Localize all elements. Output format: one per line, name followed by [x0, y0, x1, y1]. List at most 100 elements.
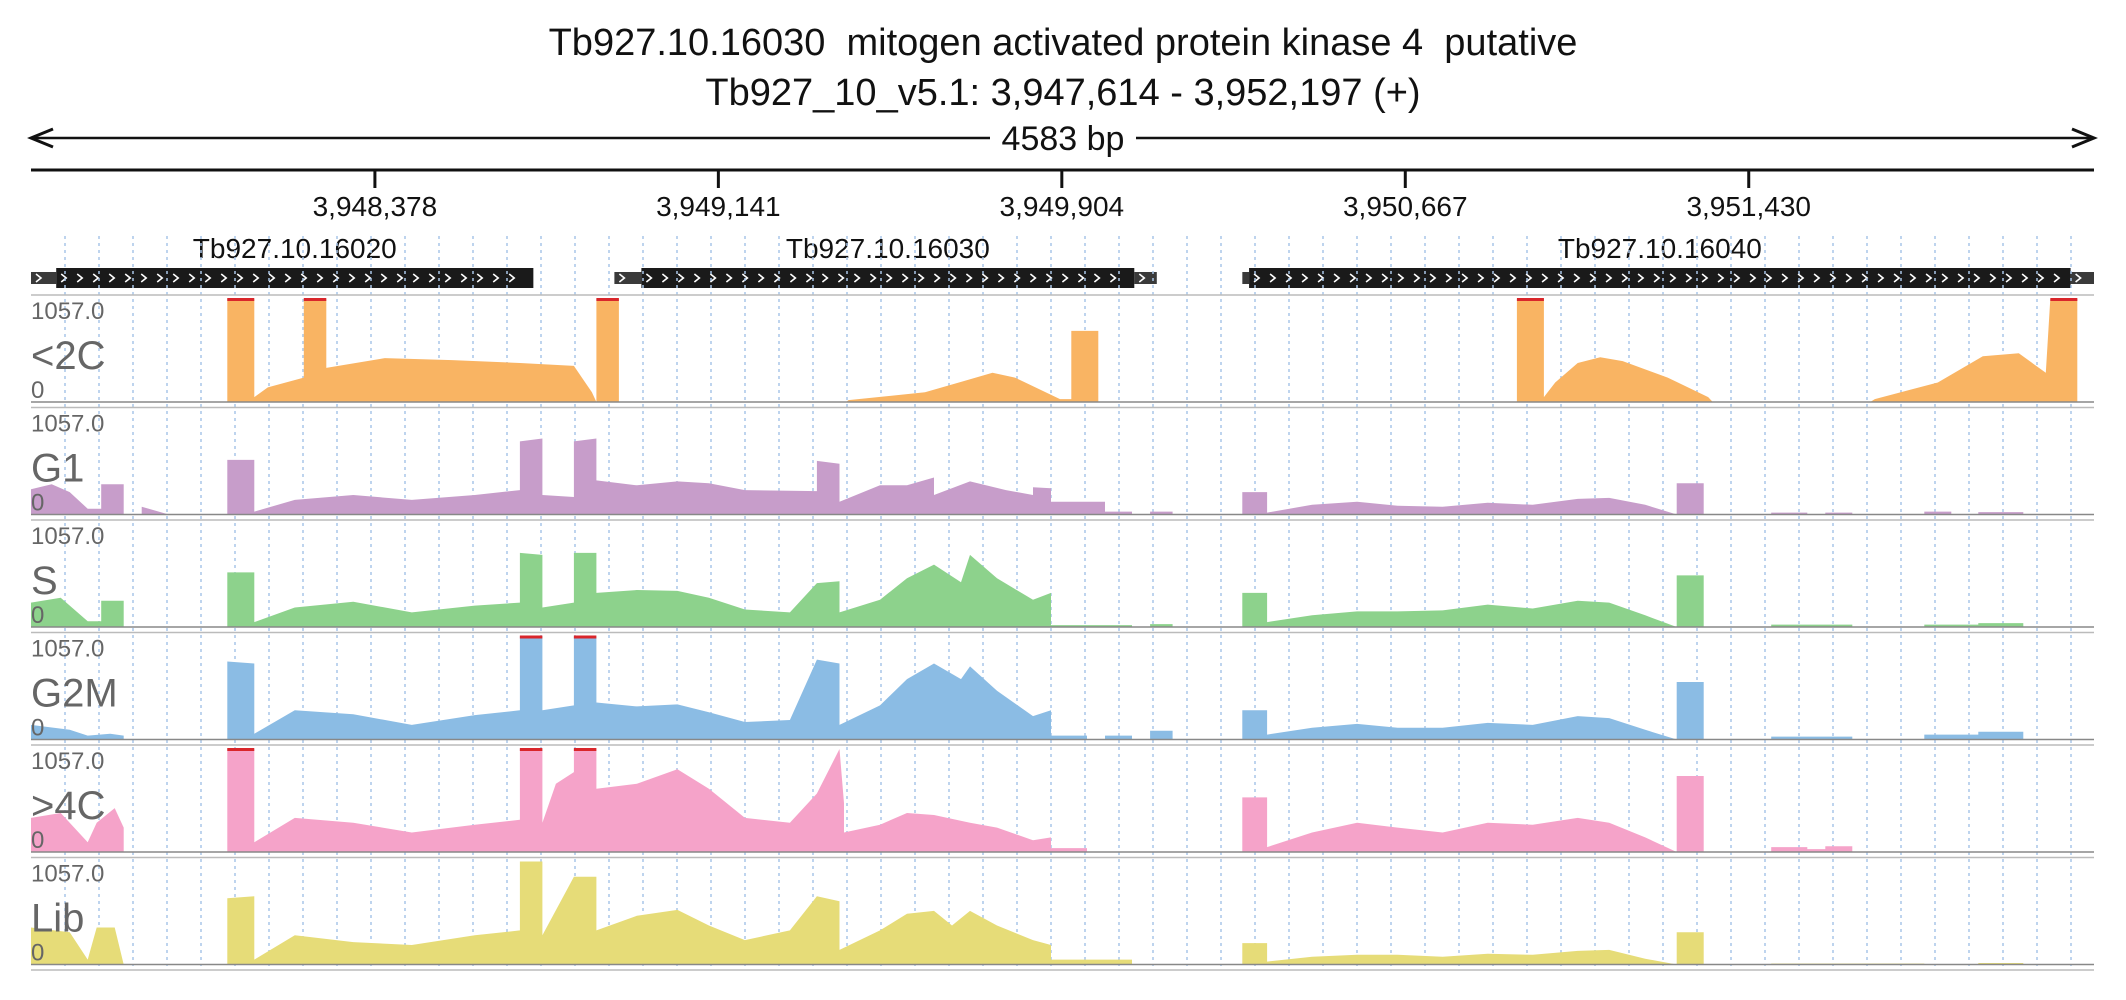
- gene-label: Tb927.10.16040: [1558, 233, 1762, 264]
- gene-utr: [1242, 272, 1250, 284]
- gene-strand-chevron: [1301, 273, 1309, 283]
- gene-strand-chevron: [885, 273, 893, 283]
- gene-strand-chevron: [1285, 273, 1293, 283]
- gene-strand-chevron: [1957, 273, 1965, 283]
- track-name: <2C: [31, 334, 106, 378]
- gene-strand-chevron: [1845, 273, 1853, 283]
- gene-strand-chevron: [1893, 273, 1901, 283]
- track-ymin-label: 0: [31, 940, 44, 967]
- gene-strand-chevron: [1013, 273, 1021, 283]
- length-arrow-right-head: [2071, 127, 2098, 149]
- gene-strand-chevron: [1749, 273, 1757, 283]
- gene-strand-chevron: [460, 273, 468, 283]
- gene-strand-chevron: [1109, 273, 1117, 283]
- gene-strand-chevron: [661, 273, 669, 283]
- coverage-area: [31, 749, 2094, 852]
- gene-cds: [641, 268, 1135, 288]
- clip-marker: [596, 298, 619, 301]
- gene-strand-chevron: [1989, 273, 1997, 283]
- gene-utr: [2070, 272, 2094, 284]
- gene-label: Tb927.10.16020: [193, 233, 397, 264]
- gene-strand-chevron: [1397, 273, 1405, 283]
- gene-strand-chevron: [188, 273, 196, 283]
- clip-marker: [1516, 298, 1544, 301]
- gene-strand-chevron: [1525, 273, 1533, 283]
- track-ymin-label: 0: [31, 377, 44, 404]
- coverage-area: [31, 299, 2094, 402]
- gene-strand-chevron: [933, 273, 941, 283]
- gene-strand-chevron: [741, 273, 749, 283]
- track-name: G2M: [31, 672, 118, 716]
- gene-strand-chevron: [1493, 273, 1501, 283]
- gene-strand-chevron: [965, 273, 973, 283]
- ruler-tick-label: 3,951,430: [1686, 191, 1811, 222]
- gene-strand-chevron: [1973, 273, 1981, 283]
- gene-strand-chevron: [1509, 273, 1517, 283]
- track-ymax-label: 1057.0: [31, 636, 104, 663]
- gene-strand-chevron: [172, 273, 180, 283]
- clip-marker: [519, 748, 543, 751]
- gene-strand-chevron: [268, 273, 276, 283]
- track-name: >4C: [31, 784, 106, 828]
- gene-strand-chevron: [1061, 273, 1069, 283]
- gene-strand-chevron: [124, 273, 132, 283]
- gene-strand-chevron: [1797, 273, 1805, 283]
- gene-strand-chevron: [1445, 273, 1453, 283]
- gene-strand-chevron: [693, 273, 701, 283]
- gene-strand-chevron: [140, 273, 148, 283]
- clip-marker: [2050, 298, 2078, 301]
- ruler-tick-label: 3,949,904: [1000, 191, 1125, 222]
- gene-strand-chevron: [156, 273, 164, 283]
- gene-strand-chevron: [981, 273, 989, 283]
- gene-strand-chevron: [2005, 273, 2013, 283]
- gene-strand-chevron: [476, 273, 484, 283]
- track-ymax-label: 1057.0: [31, 298, 104, 325]
- gene-strand-chevron: [821, 273, 829, 283]
- clip-marker: [573, 748, 597, 751]
- gene-strand-chevron: [837, 273, 845, 283]
- gene-strand-chevron: [35, 273, 43, 283]
- gene-strand-chevron: [1717, 273, 1725, 283]
- track-ymax-label: 1057.0: [31, 411, 104, 438]
- gene-strand-chevron: [1621, 273, 1629, 283]
- gene-strand-chevron: [2021, 273, 2029, 283]
- gene-strand-chevron: [1813, 273, 1821, 283]
- gene-strand-chevron: [1349, 273, 1357, 283]
- gene-strand-chevron: [618, 273, 626, 283]
- gene-strand-chevron: [1381, 273, 1389, 283]
- gene-strand-chevron: [1461, 273, 1469, 283]
- gene-strand-chevron: [252, 273, 260, 283]
- gene-strand-chevron: [1365, 273, 1373, 283]
- gene-strand-chevron: [1701, 273, 1709, 283]
- gene-strand-chevron: [789, 273, 797, 283]
- gene-strand-chevron: [869, 273, 877, 283]
- gene-strand-chevron: [444, 273, 452, 283]
- gene-strand-chevron: [332, 273, 340, 283]
- gene-label: Tb927.10.16030: [786, 233, 990, 264]
- gene-strand-chevron: [92, 273, 100, 283]
- gene-strand-chevron: [725, 273, 733, 283]
- track-ymax-label: 1057.0: [31, 523, 104, 550]
- gene-strand-chevron: [901, 273, 909, 283]
- gene-strand-chevron: [204, 273, 212, 283]
- clip-marker: [303, 298, 327, 301]
- gene-strand-chevron: [757, 273, 765, 283]
- clip-marker: [227, 748, 255, 751]
- gene-strand-chevron: [805, 273, 813, 283]
- gene-strand-chevron: [1541, 273, 1549, 283]
- gene-utr: [614, 272, 642, 284]
- gene-strand-chevron: [2037, 273, 2045, 283]
- track-ymin-label: 0: [31, 490, 44, 517]
- gene-strand-chevron: [2075, 273, 2082, 283]
- gene-strand-chevron: [492, 273, 500, 283]
- ruler-tick-label: 3,948,378: [313, 191, 438, 222]
- gene-strand-chevron: [677, 273, 685, 283]
- gene-strand-chevron: [1093, 273, 1101, 283]
- coverage-area: [31, 438, 2094, 515]
- gene-strand-chevron: [1829, 273, 1837, 283]
- length-label-bg: [990, 120, 1136, 156]
- track-name: G1: [31, 447, 84, 491]
- gene-strand-chevron: [108, 273, 116, 283]
- gene-strand-chevron: [1941, 273, 1949, 283]
